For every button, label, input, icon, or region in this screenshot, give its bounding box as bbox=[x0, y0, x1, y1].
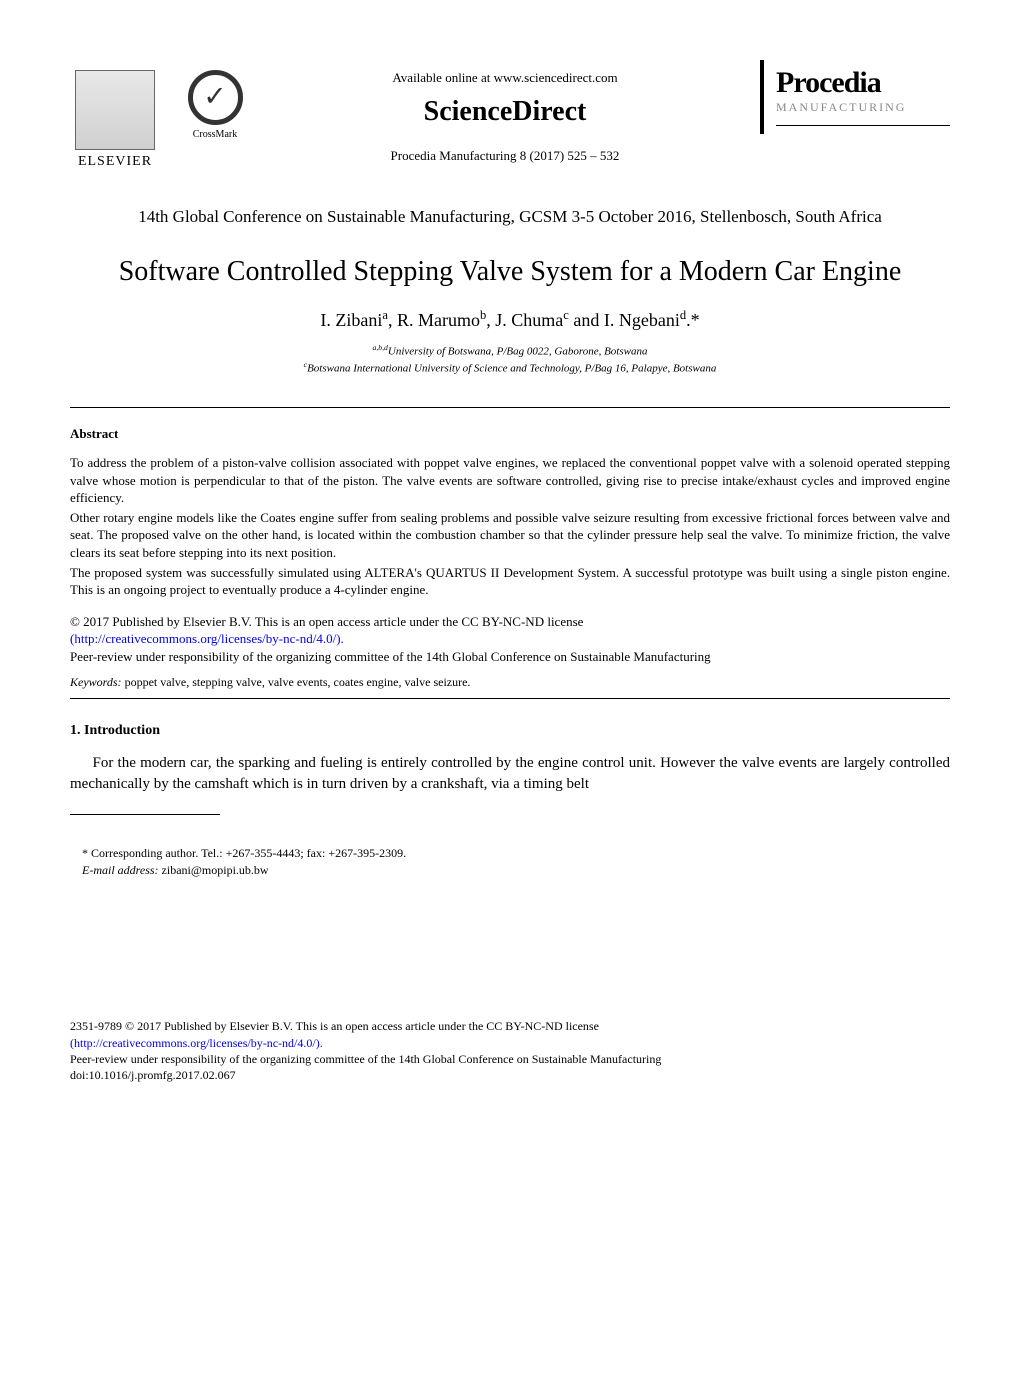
abstract-paragraph: The proposed system was successfully sim… bbox=[70, 564, 950, 599]
copyright-text: © 2017 Published by Elsevier B.V. This i… bbox=[70, 614, 583, 629]
keywords-text: poppet valve, stepping valve, valve even… bbox=[122, 675, 471, 689]
license-link[interactable]: (http://creativecommons.org/licenses/by-… bbox=[70, 631, 344, 646]
procedia-rule bbox=[776, 125, 950, 126]
footnote-email: E-mail address: zibani@mopipi.ub.bw bbox=[82, 862, 950, 879]
procedia-reference: Procedia Manufacturing 8 (2017) 525 – 53… bbox=[250, 148, 760, 164]
paper-title: Software Controlled Stepping Valve Syste… bbox=[70, 254, 950, 290]
publisher-logos: ELSEVIER CrossMark bbox=[70, 60, 250, 170]
footnote-contact: * Corresponding author. Tel.: +267-355-4… bbox=[82, 845, 950, 862]
authors: I. Zibania, R. Marumob, J. Chumac and I.… bbox=[70, 308, 950, 331]
body-paragraph: For the modern car, the sparking and fue… bbox=[70, 753, 950, 794]
keywords-label: Keywords: bbox=[70, 675, 122, 689]
elsevier-label: ELSEVIER bbox=[78, 154, 152, 170]
header-center: Available online at www.sciencedirect.co… bbox=[250, 60, 760, 164]
abstract-paragraph: To address the problem of a piston-valve… bbox=[70, 454, 950, 507]
affiliation-line: a,b,dUniversity of Botswana, P/Bag 0022,… bbox=[70, 343, 950, 360]
sciencedirect-label: ScienceDirect bbox=[250, 96, 760, 128]
abstract-heading: Abstract bbox=[70, 426, 950, 442]
page-footer: 2351-9789 © 2017 Published by Elsevier B… bbox=[70, 1018, 950, 1083]
divider bbox=[70, 407, 950, 408]
crossmark-icon bbox=[188, 70, 243, 125]
divider bbox=[70, 698, 950, 699]
footer-doi: doi:10.1016/j.promfg.2017.02.067 bbox=[70, 1068, 236, 1082]
affiliations: a,b,dUniversity of Botswana, P/Bag 0022,… bbox=[70, 343, 950, 377]
procedia-title: Procedia bbox=[776, 68, 950, 98]
procedia-logo: Procedia MANUFACTURING bbox=[760, 60, 950, 134]
elsevier-logo: ELSEVIER bbox=[70, 60, 160, 170]
elsevier-tree-icon bbox=[75, 70, 155, 150]
section-heading: 1. Introduction bbox=[70, 723, 950, 739]
affiliation-line: cBotswana International University of Sc… bbox=[70, 360, 950, 377]
email-address: zibani@mopipi.ub.bw bbox=[159, 863, 269, 877]
peer-review-text: Peer-review under responsibility of the … bbox=[70, 649, 711, 664]
email-label: E-mail address: bbox=[82, 863, 159, 877]
available-online-text: Available online at www.sciencedirect.co… bbox=[250, 70, 760, 86]
footnote-rule bbox=[70, 814, 220, 815]
abstract-body: To address the problem of a piston-valve… bbox=[70, 454, 950, 598]
crossmark-logo[interactable]: CrossMark bbox=[180, 70, 250, 160]
copyright-block: © 2017 Published by Elsevier B.V. This i… bbox=[70, 613, 950, 666]
keywords: Keywords: poppet valve, stepping valve, … bbox=[70, 675, 950, 690]
abstract-paragraph: Other rotary engine models like the Coat… bbox=[70, 509, 950, 562]
procedia-subtitle: MANUFACTURING bbox=[776, 100, 950, 115]
crossmark-label: CrossMark bbox=[193, 129, 237, 140]
footer-peer-review: Peer-review under responsibility of the … bbox=[70, 1052, 661, 1066]
footer-license-link[interactable]: (http://creativecommons.org/licenses/by-… bbox=[70, 1036, 323, 1050]
header-row: ELSEVIER CrossMark Available online at w… bbox=[70, 60, 950, 170]
corresponding-author-footnote: * Corresponding author. Tel.: +267-355-4… bbox=[70, 845, 950, 879]
footer-copyright: 2351-9789 © 2017 Published by Elsevier B… bbox=[70, 1019, 599, 1033]
conference-name: 14th Global Conference on Sustainable Ma… bbox=[70, 205, 950, 229]
